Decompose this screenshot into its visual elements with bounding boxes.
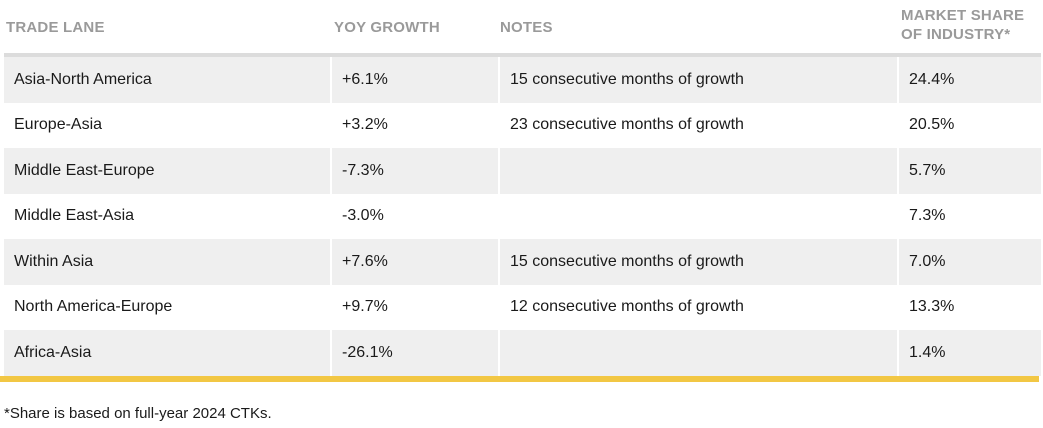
cell-trade-lane: North America-Europe [14,298,173,316]
header-notes: NOTES [500,18,553,36]
header-market-share-line1: MARKET SHARE [901,7,1025,24]
cell-yoy-growth: +9.7% [342,298,388,316]
table-body: Asia-North America +6.1% 15 consecutive … [4,57,1041,376]
cell-trade-lane: Middle East-Asia [14,207,135,225]
cell-notes [500,194,897,240]
cell-yoy-growth: -26.1% [332,330,498,376]
cell-trade-lane: Africa-Asia [4,330,330,376]
cell-market-share: 5.7% [899,148,1041,194]
table-row: Asia-North America +6.1% 15 consecutive … [4,57,1041,103]
cell-trade-lane: Asia-North America [4,57,330,103]
cell-notes [500,330,897,376]
table-row: North America-Europe +9.7% 12 consecutiv… [4,285,1041,331]
table-row: Middle East-Europe -7.3% 5.7% [4,148,1041,194]
cell-trade-lane: Middle East-Europe [4,148,330,194]
header-trade-lane: TRADE LANE [6,18,105,36]
footnote: *Share is based on full-year 2024 CTKs. [4,405,272,422]
cell-notes: 15 consecutive months of growth [500,239,897,285]
cell-yoy-growth: +7.6% [332,239,498,285]
table-bottom-accent-rule [0,376,1039,382]
table-row: Within Asia +7.6% 15 consecutive months … [4,239,1041,285]
cell-market-share: 1.4% [899,330,1041,376]
cell-trade-lane: Within Asia [4,239,330,285]
cell-market-share: 7.0% [899,239,1041,285]
header-market-share-line2: OF INDUSTRY* [901,26,1011,43]
cell-yoy-growth: -7.3% [332,148,498,194]
cell-yoy-growth: -3.0% [342,207,384,225]
cell-market-share: 13.3% [909,298,955,316]
cell-notes [500,148,897,194]
cell-notes: 23 consecutive months of growth [510,116,744,134]
header-market-share: MARKET SHARE OF INDUSTRY* [901,0,1041,54]
cell-market-share: 24.4% [899,57,1041,103]
table-row: Africa-Asia -26.1% 1.4% [4,330,1041,376]
cell-trade-lane: Europe-Asia [14,116,103,134]
cell-yoy-growth: +6.1% [332,57,498,103]
table-header: TRADE LANE YOY GROWTH NOTES MARKET SHARE… [4,0,1041,57]
cell-market-share: 20.5% [909,116,955,134]
cell-notes: 15 consecutive months of growth [500,57,897,103]
table-row: Middle East-Asia -3.0% 7.3% [4,194,1041,240]
cell-yoy-growth: +3.2% [342,116,388,134]
table-row: Europe-Asia +3.2% 23 consecutive months … [4,103,1041,149]
trade-lane-table: TRADE LANE YOY GROWTH NOTES MARKET SHARE… [4,0,1041,376]
cell-notes: 12 consecutive months of growth [510,298,744,316]
header-divider [4,53,1041,57]
header-yoy-growth: YOY GROWTH [334,18,440,36]
cell-market-share: 7.3% [909,207,946,225]
